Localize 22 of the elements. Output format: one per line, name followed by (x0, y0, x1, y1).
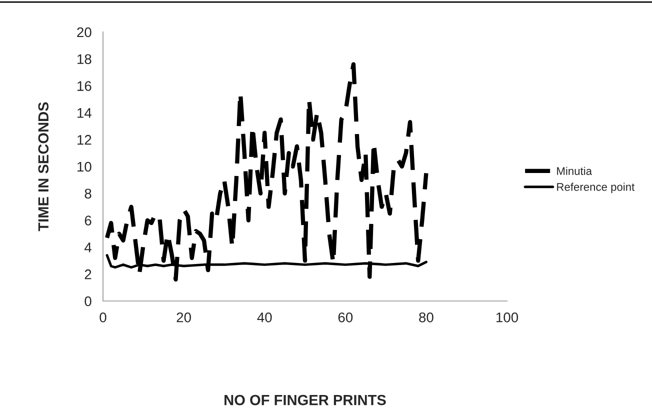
y-tick-label: 4 (84, 242, 92, 252)
y-tick-label: 20 (77, 27, 92, 38)
y-tick-label: 10 (78, 162, 92, 172)
line-series (104, 62, 428, 282)
y-tick-label: 16 (78, 81, 92, 91)
x-tick-label: 100 (496, 312, 518, 322)
y-axis-title: TIME IN SECONDS (38, 102, 49, 232)
x-tick-label: 20 (176, 312, 191, 322)
y-tick-label: 0 (84, 296, 92, 306)
y-tick-label: 8 (84, 188, 92, 199)
x-tick-label: 60 (338, 312, 353, 322)
y-tick-label: 14 (78, 108, 92, 118)
y-tick-label: 2 (84, 269, 92, 280)
x-tick-label: 80 (419, 312, 434, 322)
y-tick-label: 6 (84, 216, 92, 226)
x-tick-label: 0 (100, 312, 106, 322)
y-tick-label: 18 (78, 54, 92, 64)
y-tick-label: 12 (78, 134, 92, 145)
legend-label: Reference point (557, 182, 635, 194)
x-tick-label: 40 (257, 312, 272, 322)
x-axis-title: NO OF FINGER PRINTS (224, 394, 386, 406)
legend-label: Minutia (557, 166, 592, 175)
